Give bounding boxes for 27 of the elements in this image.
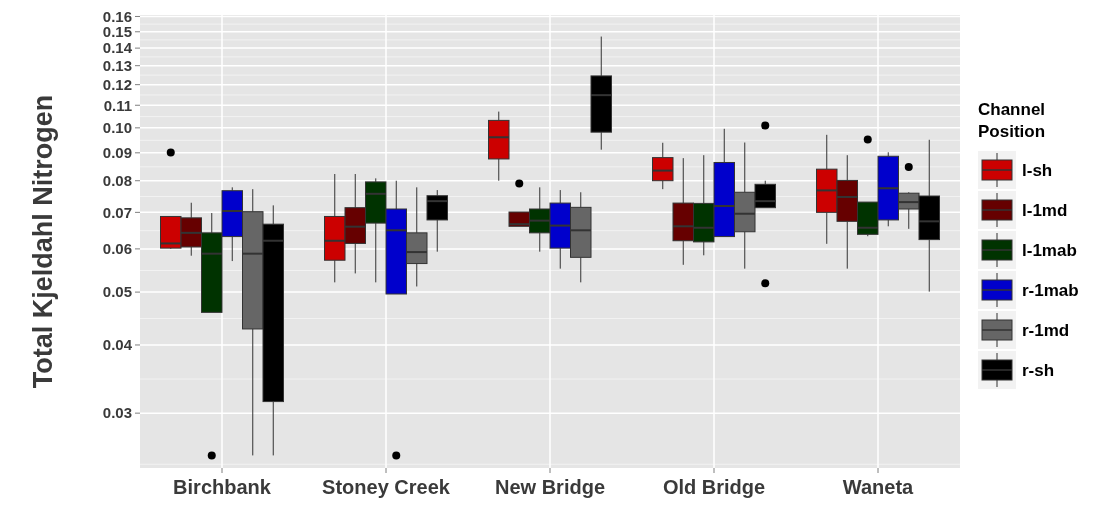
legend-label: r-1mab	[1022, 280, 1079, 300]
y-tick-label: 0.13	[102, 56, 132, 74]
legend-label: l-1md	[1022, 200, 1068, 220]
y-tick-label: 0.16	[102, 7, 132, 25]
y-tick-label: 0.11	[103, 96, 132, 114]
y-axis-title: Total Kjeldahl Nitrogen	[28, 94, 58, 389]
x-tick-label: Stoney Creek	[322, 476, 451, 498]
legend-label: r-1md	[1022, 320, 1070, 340]
y-tick-label: 0.06	[102, 240, 132, 258]
legend-label: l-1mab	[1022, 240, 1077, 260]
x-tick-label: Birchbank	[173, 476, 272, 498]
y-tick-label: 0.08	[102, 171, 132, 189]
y-tick-label: 0.09	[102, 144, 132, 162]
x-tick-label: Waneta	[842, 476, 915, 498]
x-tick-label: New Bridge	[494, 476, 606, 498]
y-tick-label: 0.05	[102, 283, 132, 301]
y-tick-label: 0.03	[102, 404, 132, 422]
legend-label: r-sh	[1022, 360, 1055, 380]
legend-label: l-sh	[1022, 160, 1053, 180]
y-tick-label: 0.14	[102, 39, 133, 57]
y-tick-label: 0.15	[102, 23, 132, 41]
y-tick-label: 0.12	[102, 75, 132, 93]
y-tick-label: 0.07	[102, 203, 132, 221]
legend-title: Channel Position	[978, 100, 1046, 141]
y-tick-label: 0.04	[102, 336, 133, 354]
x-tick-label: Old Bridge	[662, 476, 766, 498]
y-tick-label: 0.10	[102, 119, 132, 137]
